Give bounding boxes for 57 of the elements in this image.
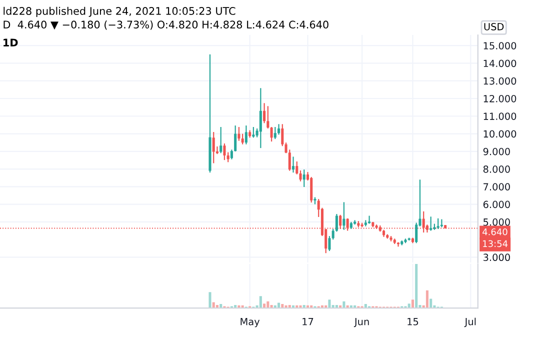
bar [266, 301, 270, 308]
y-tick-label: 12.000 [484, 94, 516, 102]
candlestick [430, 216, 432, 232]
y-tick-label: 13.000 [484, 77, 516, 85]
y-tick-label: 8.000 [483, 166, 510, 173]
bar [342, 301, 346, 308]
bar [278, 302, 280, 308]
y-axis-title: USD [484, 23, 504, 30]
chart-subtitle: D 4.640 ▼ −0.180 (−3.73%) O:4.820 H:4.828 L:4.624 C:4.640 [4, 20, 328, 30]
bar [415, 264, 418, 308]
candlestick [302, 169, 306, 188]
y-tick-label: 7.000 [484, 183, 510, 190]
bar [430, 298, 432, 308]
annotation: 1D [4, 38, 18, 46]
candlestick [220, 126, 222, 154]
candlestick [396, 242, 400, 248]
y-tick-label: 10.000 [484, 130, 516, 138]
bar [411, 300, 414, 308]
text: 13:54 [483, 240, 508, 248]
candlestick [259, 88, 262, 149]
candlestick [274, 126, 276, 140]
x-tick-label: 17 [302, 318, 314, 326]
candlestick [328, 235, 331, 252]
candlestick [263, 102, 266, 124]
y-tick-label: 9.000 [483, 148, 510, 156]
y-tick-label: 6.000 [483, 200, 510, 208]
candlestick [252, 126, 255, 138]
bar [328, 300, 331, 308]
x-tick-label: May [240, 318, 260, 328]
candlestick [270, 126, 273, 142]
candlestick [436, 218, 440, 230]
y-tick-label: 3.000 [484, 254, 510, 262]
candlestick [266, 106, 270, 130]
x-tick-label: Jul [464, 318, 476, 328]
ref-line-label: 4.640 [482, 228, 508, 236]
bar [426, 290, 428, 308]
candlestick [238, 126, 240, 142]
candlestick [223, 142, 226, 161]
x-tick-label: 15 [408, 318, 418, 326]
y-tick-label: 14.000 [484, 60, 516, 68]
candlestick [368, 215, 371, 224]
y-tick-label: 15.000 [484, 42, 516, 50]
x-tick-label: Jun [354, 318, 369, 328]
candlestick [212, 131, 215, 164]
candlestick [415, 222, 418, 244]
candlestick [244, 124, 248, 145]
candlestick [310, 176, 313, 204]
candlestick [342, 202, 346, 230]
bar [259, 296, 262, 308]
candlestick [226, 152, 230, 163]
candlestick [278, 124, 280, 136]
candlestick [292, 156, 295, 174]
chart-title: ld228 published June 24, 2021 10:05:23 UTC [4, 6, 236, 17]
y-tick-label: 5.000 [484, 218, 510, 226]
y-tick-label: 11.000 [484, 112, 516, 120]
bar [208, 292, 212, 308]
candlestick [241, 133, 244, 145]
